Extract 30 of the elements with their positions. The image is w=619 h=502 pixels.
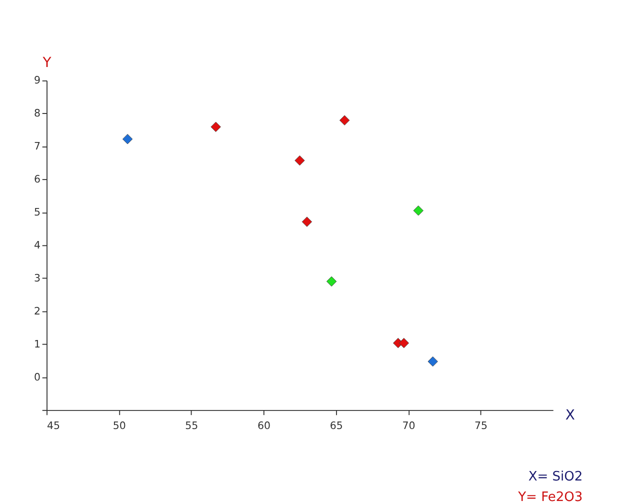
- x-tick-label: 70: [402, 421, 416, 432]
- text: Y= Fe2O3: [517, 490, 583, 502]
- y-tick-label: 7: [34, 142, 40, 153]
- y-tick-label: 9: [34, 76, 40, 87]
- point: [302, 216, 312, 227]
- point: [210, 122, 221, 132]
- point: [122, 134, 133, 144]
- x-tick-label: 65: [330, 421, 343, 432]
- point: [398, 338, 410, 348]
- y-tick-label: 3: [34, 273, 40, 284]
- y-tick-label: 5: [34, 207, 40, 218]
- y-tick-label: 8: [34, 108, 40, 120]
- y-tick-label: 2: [34, 306, 40, 318]
- text: X= SiO2: [528, 470, 583, 485]
- x-tick-label: 45: [47, 421, 60, 432]
- x-tick-label: 75: [474, 421, 488, 432]
- point: [428, 356, 438, 367]
- y-axis-title: Y: [42, 54, 52, 71]
- y-tick-label: 1: [34, 339, 40, 350]
- point: [326, 276, 337, 287]
- point: [413, 205, 424, 216]
- y-tick-label: 0: [34, 372, 40, 384]
- x-tick-label: 50: [112, 421, 126, 432]
- y-tick-label: 4: [34, 240, 40, 252]
- x-tick-label: 60: [258, 421, 271, 432]
- point: [339, 115, 350, 126]
- x-tick-label: 55: [185, 421, 198, 432]
- y-tick-label: 6: [34, 174, 40, 186]
- x-axis-title: X: [565, 408, 576, 424]
- point: [294, 155, 305, 166]
